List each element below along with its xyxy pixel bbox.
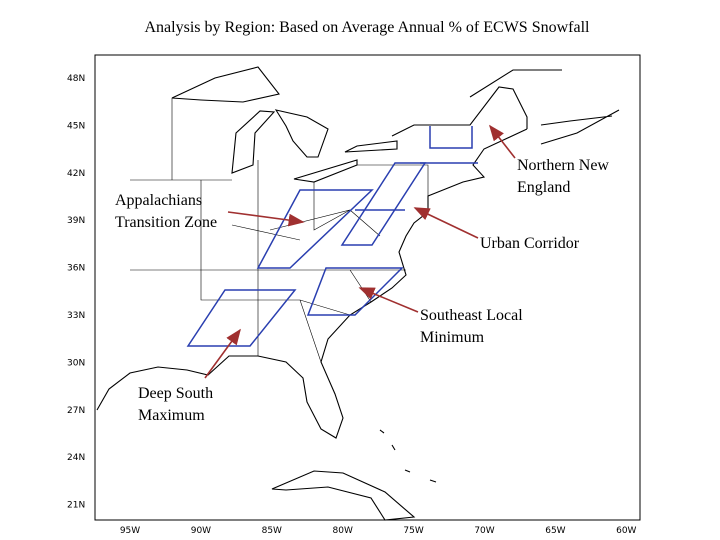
region-label: Appalachians	[115, 192, 202, 209]
latitude-label: 39N	[67, 216, 85, 226]
latitude-label: 42N	[67, 169, 85, 179]
longitude-label: 60W	[616, 526, 636, 536]
longitude-label: 70W	[474, 526, 494, 536]
region-label: Southeast Local	[420, 307, 523, 324]
latitude-label: 27N	[67, 406, 85, 416]
region-outlines	[186, 126, 478, 347]
latitude-label: 33N	[67, 311, 85, 321]
region-label: Urban Corridor	[480, 235, 580, 252]
latitude-label: 30N	[67, 358, 85, 368]
latitude-label: 24N	[67, 453, 85, 463]
latitude-label: 45N	[67, 121, 85, 131]
longitude-label: 80W	[333, 526, 353, 536]
latitude-label: 21N	[67, 501, 85, 511]
coastlines	[96, 66, 620, 521]
longitude-label: 65W	[545, 526, 565, 536]
region-label: England	[517, 179, 570, 196]
region-label: Transition Zone	[115, 214, 217, 231]
longitude-label: 95W	[120, 526, 140, 536]
title: Analysis by Region: Based on Average Ann…	[145, 19, 591, 36]
longitude-label: 75W	[403, 526, 423, 536]
region-label: Maximum	[138, 407, 205, 424]
latitude-label: 36N	[67, 264, 85, 274]
latitude-label: 48N	[67, 74, 85, 84]
longitude-label: 85W	[262, 526, 282, 536]
region-label: Minimum	[420, 329, 485, 346]
longitude-label: 90W	[191, 526, 211, 536]
arrows	[204, 124, 516, 379]
region-label: Deep South	[138, 385, 213, 402]
map-frame	[94, 54, 641, 521]
region-label: Northern New	[517, 157, 609, 174]
